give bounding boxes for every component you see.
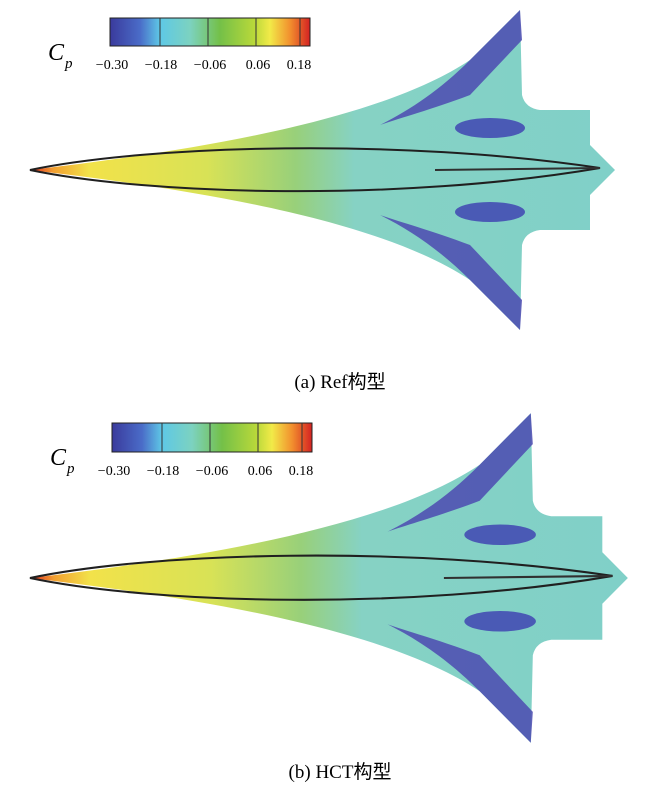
colorbar-subscript: p: [66, 461, 75, 477]
colorbar-tick: 0.06: [246, 58, 271, 73]
panel-a: C p −0.30 −0.18 −0.06 0.06 0.18 (a) Ref构…: [29, 9, 616, 393]
colorbar: [111, 422, 313, 453]
colorbar-tick: 0.18: [289, 464, 314, 479]
colorbar-tick: −0.30: [96, 58, 128, 73]
colorbar-tick: −0.18: [147, 464, 179, 479]
caption: (b) HCT构型: [289, 761, 392, 783]
colorbar-label: C: [48, 40, 65, 66]
panel-b: C p −0.30 −0.18 −0.06 0.06 0.18 (b) HCT构…: [28, 412, 629, 783]
colorbar: [109, 17, 311, 47]
pressure-contour: [28, 412, 629, 744]
colorbar-tick: −0.18: [145, 58, 177, 73]
caption: (a) Ref构型: [294, 371, 385, 393]
colorbar-tick: −0.06: [196, 464, 228, 479]
colorbar-tick: −0.06: [194, 58, 226, 73]
colorbar-tick: −0.30: [98, 464, 130, 479]
colorbar-subscript: p: [64, 56, 73, 72]
colorbar-tick: 0.06: [248, 464, 273, 479]
colorbar-tick: 0.18: [287, 58, 312, 73]
colorbar-label: C: [50, 445, 67, 471]
